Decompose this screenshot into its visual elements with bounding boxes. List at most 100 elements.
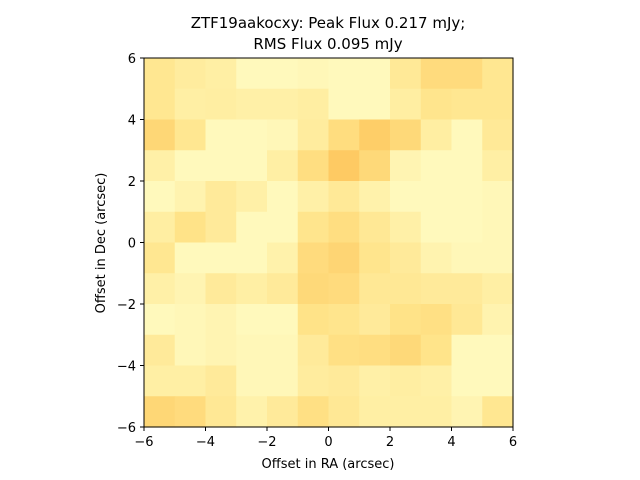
heatmap-cell [328, 211, 360, 244]
heatmap-cell [482, 181, 514, 213]
heatmap-cell [174, 396, 207, 428]
heatmap-cell [297, 273, 330, 305]
heatmap-cell [420, 396, 453, 428]
heatmap-cell [267, 365, 299, 397]
heatmap-cell [390, 396, 422, 428]
x-tick-label: −4 [196, 435, 215, 450]
heatmap-cell [297, 181, 330, 213]
y-tick-label: 2 [128, 175, 136, 190]
heatmap-cell [390, 119, 422, 151]
heatmap-cell [328, 88, 360, 121]
heatmap-cell [482, 242, 514, 274]
x-tick-label: −2 [257, 435, 276, 450]
y-axis-ticks: −6 −4 −2 0 2 4 6 [117, 52, 144, 436]
heatmap-cell [451, 181, 483, 213]
heatmap-cell [420, 150, 453, 182]
heatmap-cell [267, 58, 299, 90]
heatmap-cell [359, 304, 391, 336]
heatmap-cell [236, 119, 268, 151]
heatmap-cell [390, 334, 422, 367]
heatmap-cell [420, 88, 453, 121]
heatmap-cell [174, 58, 207, 90]
heatmap-cell [205, 211, 237, 244]
heatmap-cell [359, 365, 391, 397]
heatmap-cell [205, 304, 237, 336]
x-tick-label: 6 [509, 435, 517, 450]
heatmap-cell [267, 181, 299, 213]
heatmap-cell [297, 119, 330, 151]
heatmap-cell [482, 88, 514, 121]
heatmap-cell [267, 273, 299, 305]
heatmap-cell [267, 211, 299, 244]
y-tick-label: 4 [128, 114, 136, 129]
heatmap-cell [328, 58, 360, 90]
y-tick-label: 0 [128, 237, 136, 252]
y-tick-label: −6 [117, 421, 136, 436]
heatmap-cell [297, 211, 330, 244]
heatmap-cell [390, 58, 422, 90]
heatmap-cell [297, 396, 330, 428]
heatmap-cell [174, 365, 207, 397]
heatmap-cell [390, 273, 422, 305]
heatmap-cell [174, 181, 207, 213]
heatmap-cell [359, 150, 391, 182]
heatmap-cell [297, 58, 330, 90]
heatmap-cell [359, 88, 391, 121]
heatmap-cell [144, 211, 176, 244]
heatmap-cell [267, 304, 299, 336]
heatmap-cell [144, 365, 176, 397]
heatmap-cell [451, 242, 483, 274]
y-axis-label: Offset in Dec (arcsec) [94, 173, 109, 314]
heatmap-cell [390, 88, 422, 121]
heatmap-cell [359, 181, 391, 213]
heatmap-cell [267, 334, 299, 367]
heatmap-cell [267, 119, 299, 151]
heatmap-cell [359, 119, 391, 151]
heatmap-cell [420, 242, 453, 274]
heatmap-cell [482, 334, 514, 367]
heatmap-cell [482, 58, 514, 90]
heatmap-cell [236, 58, 268, 90]
heatmap-cell [420, 119, 453, 151]
heatmap-cell [451, 88, 483, 121]
heatmap-cell [144, 181, 176, 213]
y-tick-label: 6 [128, 52, 136, 67]
heatmap-cell [174, 242, 207, 274]
heatmap-cell [236, 242, 268, 274]
heatmap-cell [482, 211, 514, 244]
heatmap-cell [451, 334, 483, 367]
x-tick-label: 0 [324, 435, 332, 450]
heatmap-cell [420, 334, 453, 367]
x-axis-ticks: −6 −4 −2 0 2 4 6 [134, 427, 517, 450]
heatmap-cell [144, 242, 176, 274]
heatmap-cell [482, 304, 514, 336]
heatmap-cell [328, 396, 360, 428]
heatmap-cell [236, 365, 268, 397]
heatmap-cell [390, 304, 422, 336]
heatmap-cell [420, 58, 453, 90]
heatmap-cell [144, 396, 176, 428]
heatmap-cell [328, 119, 360, 151]
heatmap-cell [359, 273, 391, 305]
heatmap-cell [328, 304, 360, 336]
heatmap-cell [174, 334, 207, 367]
heatmap-cell [359, 211, 391, 244]
heatmap-cell [174, 150, 207, 182]
heatmap-cell [236, 396, 268, 428]
y-tick-label: −4 [117, 360, 136, 375]
heatmap-cell [451, 58, 483, 90]
heatmap-cell [174, 304, 207, 336]
heatmap-cell [267, 242, 299, 274]
x-tick-label: −6 [134, 435, 153, 450]
heatmap-cell [390, 242, 422, 274]
heatmap-cell [236, 211, 268, 244]
heatmap-cell [297, 88, 330, 121]
heatmap-cell [359, 242, 391, 274]
heatmap-cell [390, 365, 422, 397]
heatmap-cell [205, 365, 237, 397]
heatmap-cell [144, 273, 176, 305]
heatmap-cell [451, 396, 483, 428]
heatmap-cell [144, 150, 176, 182]
heatmap-cell [451, 150, 483, 182]
